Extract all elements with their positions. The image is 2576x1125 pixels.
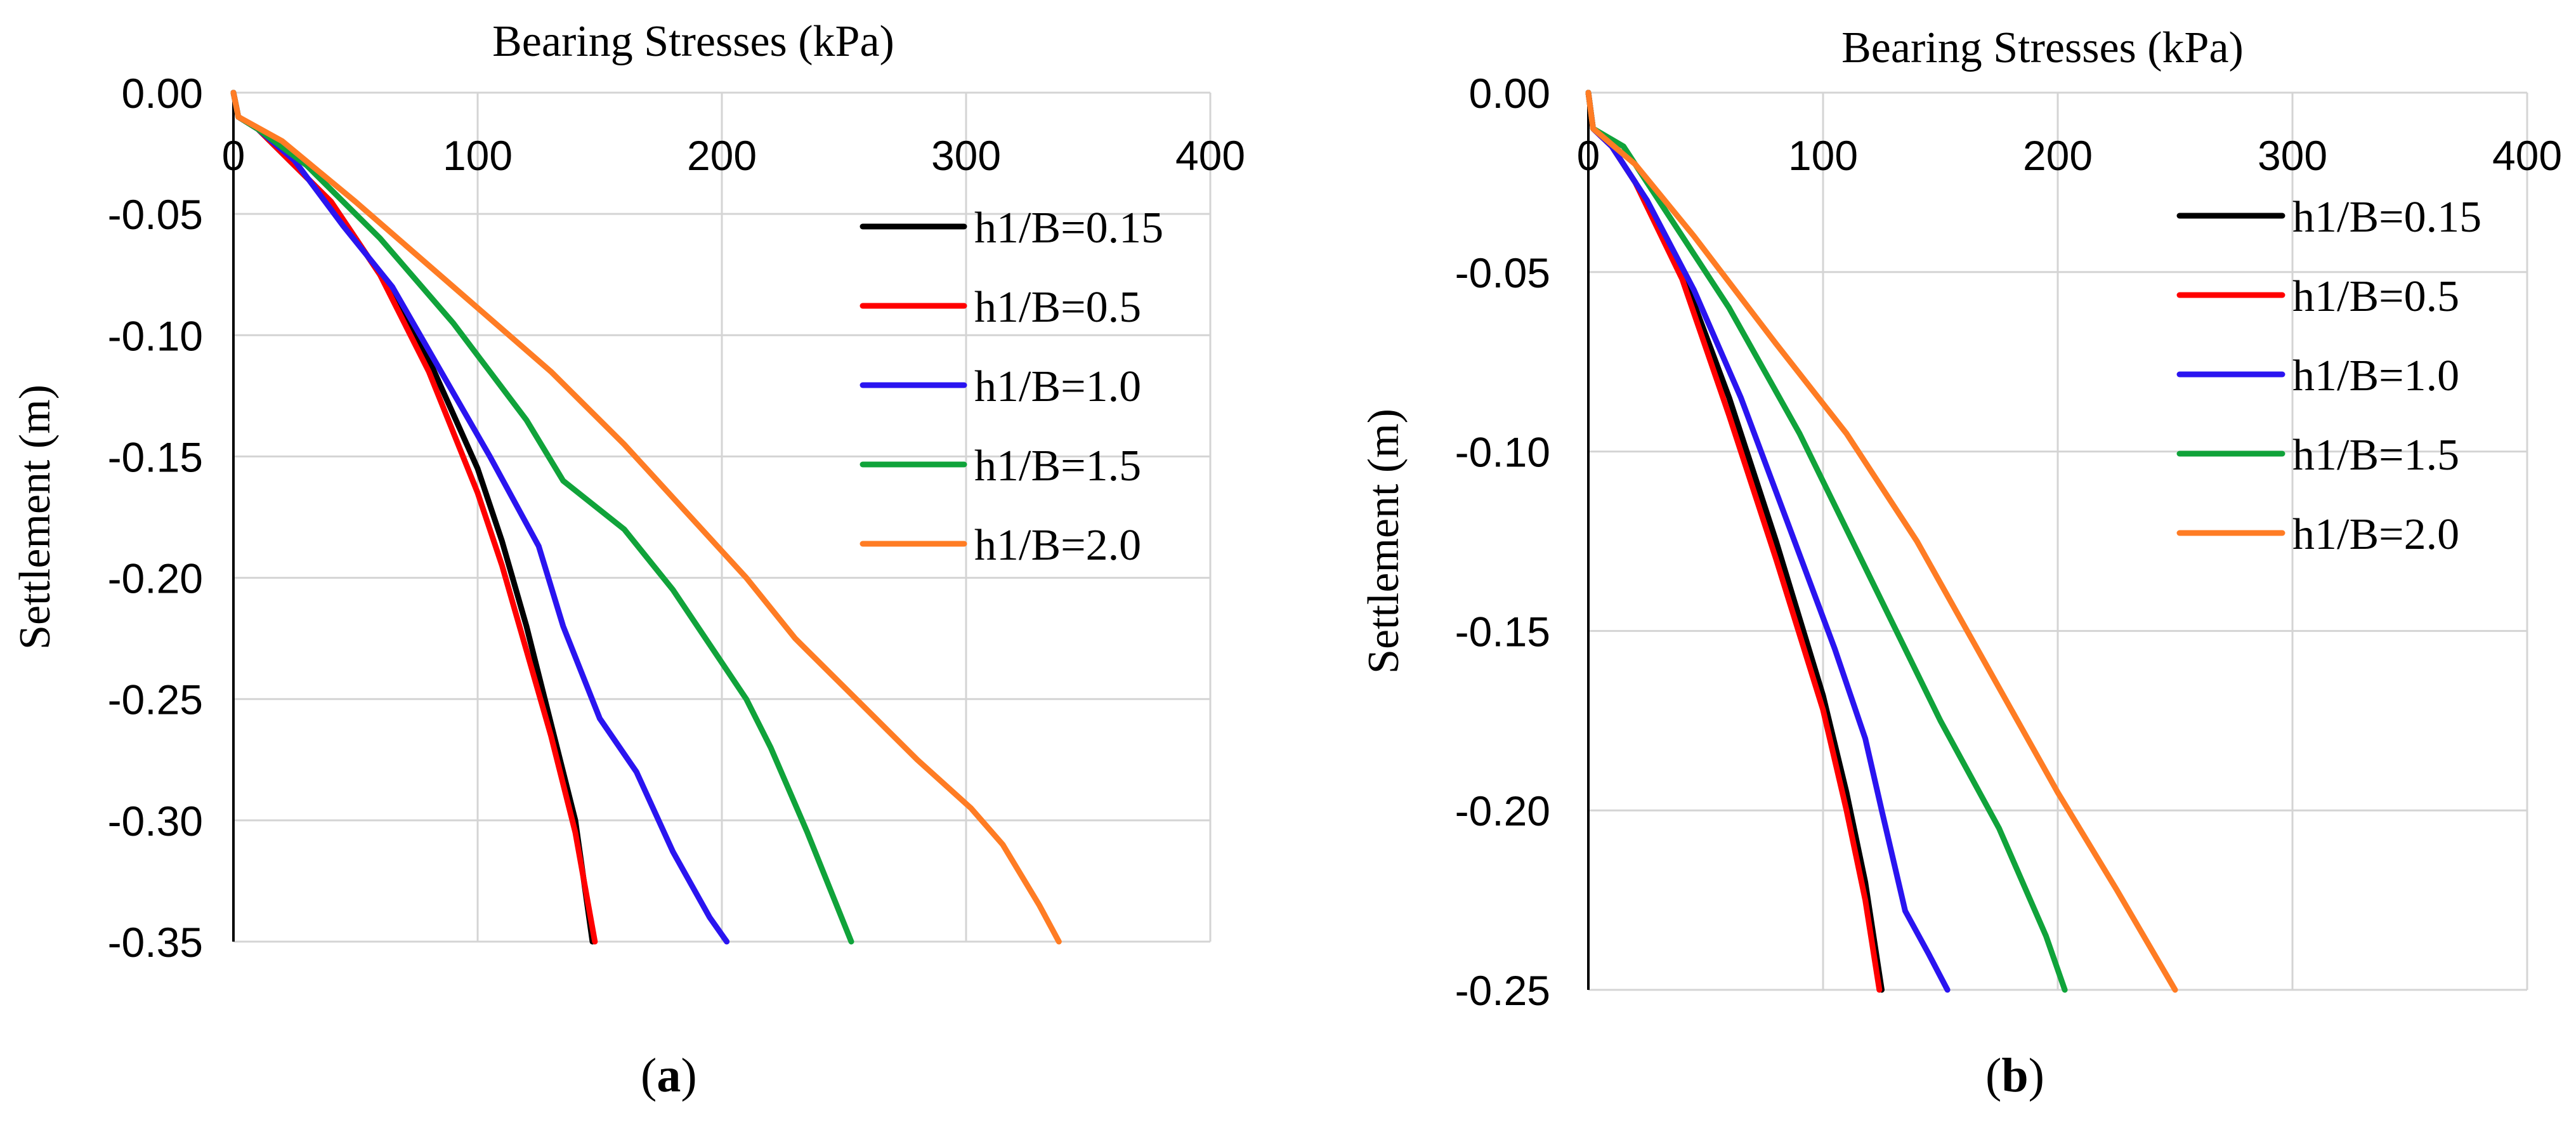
x-tick-label: 300 [931, 132, 1001, 179]
y-tick-label: -0.10 [108, 312, 203, 359]
y-tick-label: -0.25 [1455, 967, 1550, 1014]
x-tick-label: 100 [443, 132, 513, 179]
legend-label: h1/B=0.5 [2292, 272, 2459, 321]
chart-title: Bearing Stresses (kPa) [492, 17, 894, 66]
legend-label: h1/B=1.5 [2292, 431, 2459, 480]
y-tick-label: -0.15 [108, 433, 203, 480]
y-tick-label: 0.00 [122, 70, 203, 117]
y-tick-label: -0.15 [1455, 608, 1550, 655]
series-line-h1-b-2-0 [1585, 89, 2178, 993]
series-line-h1-b-1-5 [230, 89, 854, 945]
x-tick-label: 400 [1175, 132, 1245, 179]
series-line-h1-b-0-15 [230, 89, 596, 945]
legend-label: h1/B=0.15 [974, 204, 1163, 253]
x-tick-label: 200 [2023, 132, 2093, 179]
chart-panel-a: 0 100 200 300 400 0.00 -0.05 -0.10 -0.15 -0.20 -0.… [11, 17, 1245, 1102]
legend-label: h1/B=1.0 [974, 362, 1141, 411]
y-axis-label: Settlement (m) [1359, 409, 1408, 674]
y-tick-label: -0.30 [108, 798, 203, 845]
y-tick-label: -0.05 [1455, 249, 1550, 296]
x-tick-label: 200 [687, 132, 757, 179]
y-tick-label: -0.10 [1455, 429, 1550, 476]
chart-title: Bearing Stresses (kPa) [1841, 23, 2244, 72]
y-tick-label: -0.20 [1455, 787, 1550, 834]
x-tick-label: 300 [2258, 132, 2327, 179]
x-tick-label: 0 [222, 132, 245, 179]
series-line-h1-b-2-0 [230, 89, 1062, 945]
legend-label: h1/B=1.0 [2292, 352, 2459, 400]
series-line-h1-b-0-5 [230, 89, 598, 945]
y-axis-label: Settlement (m) [11, 385, 60, 650]
chart-panel-b: 0 100 200 300 400 0.00 -0.05 -0.10 -0.15 -0.20 -0.… [1359, 23, 2562, 1102]
legend-label: h1/B=1.5 [974, 442, 1141, 490]
y-tick-label: -0.05 [108, 191, 203, 238]
y-tick-label: -0.35 [108, 919, 203, 966]
series-line-h1-b-0-5 [1585, 89, 1883, 993]
legend-label: h1/B=2.0 [2292, 510, 2459, 559]
x-tick-label: 0 [1577, 132, 1600, 179]
legend-label: h1/B=2.0 [974, 521, 1141, 570]
y-tick-label: -0.20 [108, 555, 203, 602]
y-tick-label: 0.00 [1469, 70, 1550, 117]
y-tick-label: -0.25 [108, 676, 203, 723]
series-line-h1-b-1-0 [230, 89, 730, 945]
x-tick-label: 100 [1788, 132, 1858, 179]
series-line-h1-b-0-15 [1585, 89, 1885, 993]
panel-label: (b) [1985, 1049, 2044, 1102]
x-tick-label: 400 [2492, 132, 2562, 179]
panel-label: (a) [641, 1049, 697, 1102]
legend-label: h1/B=0.5 [974, 283, 1141, 332]
legend-label: h1/B=0.15 [2292, 193, 2481, 242]
